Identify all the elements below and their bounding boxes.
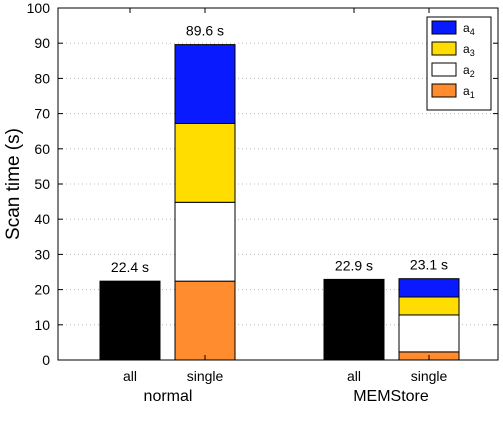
- group-label: MEMStore: [353, 388, 429, 405]
- bars: [99, 44, 460, 361]
- y-tick-label: 40: [34, 211, 50, 227]
- bar: [99, 280, 161, 361]
- legend-swatch: [431, 41, 457, 56]
- bar: [323, 278, 385, 361]
- labels: 22.4 s all 89.6 s single normal 22.9 s all 23.1…: [111, 23, 448, 405]
- legend-label: a1: [463, 84, 475, 100]
- y-tick-label: 70: [34, 106, 50, 122]
- bar-segment-a3: [174, 122, 236, 203]
- grid-lines: [58, 42, 498, 326]
- y-tick-label: 100: [27, 0, 51, 16]
- legend-swatch: [431, 20, 457, 35]
- data-label: 23.1 s: [410, 257, 448, 273]
- legend-label: a3: [463, 42, 475, 58]
- y-tick-label: 30: [34, 246, 50, 262]
- data-label: 89.6 s: [186, 23, 224, 39]
- legend-label: a2: [463, 63, 475, 79]
- y-tick-label: 60: [34, 141, 50, 157]
- data-label: 22.4 s: [111, 259, 149, 275]
- y-tick-label: 0: [42, 352, 50, 368]
- bar-segment-a4: [174, 44, 236, 124]
- y-tick-label: 20: [34, 282, 50, 298]
- y-tick-label: 80: [34, 70, 50, 86]
- y-axis-label: Scan time (s): [3, 128, 24, 240]
- x-category-label: all: [347, 368, 361, 384]
- legend-swatch: [431, 62, 457, 77]
- y-tick-label: 90: [34, 35, 50, 51]
- y-tick-label: 10: [34, 317, 50, 333]
- bar-segment-a2: [174, 201, 236, 282]
- x-category-label: single: [187, 368, 224, 384]
- x-category-label: single: [411, 368, 448, 384]
- group-label: normal: [144, 388, 193, 405]
- bar-segment-a2: [398, 314, 460, 353]
- bar-segment-a4: [398, 278, 460, 298]
- legend-swatch: [431, 83, 457, 98]
- bar-segment-a1: [174, 280, 236, 361]
- y-tick-label: 50: [34, 176, 50, 192]
- legend: a4 a3 a2 a1: [426, 16, 492, 111]
- data-label: 22.9 s: [335, 257, 373, 273]
- x-category-label: all: [123, 368, 137, 384]
- y-axis-ticks: 0 10 20 30 40 50 60 70 80 90 100: [27, 0, 498, 368]
- legend-label: a4: [463, 21, 475, 37]
- bar-segment-a3: [398, 296, 460, 316]
